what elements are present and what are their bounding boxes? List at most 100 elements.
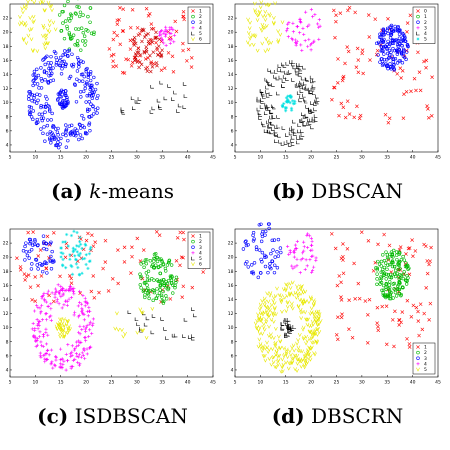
data-point bbox=[38, 248, 43, 252]
data-point bbox=[406, 276, 410, 280]
data-point bbox=[279, 250, 283, 255]
data-point bbox=[385, 64, 390, 69]
data-point bbox=[48, 107, 52, 112]
legend-box bbox=[187, 6, 211, 44]
data-point bbox=[88, 6, 93, 10]
data-point bbox=[56, 92, 61, 96]
data-point bbox=[250, 263, 254, 267]
data-point bbox=[301, 301, 306, 306]
data-point bbox=[89, 245, 93, 250]
data-point bbox=[84, 300, 88, 304]
data-point bbox=[285, 305, 290, 310]
data-point bbox=[40, 263, 44, 268]
data-point bbox=[278, 75, 283, 80]
data-point bbox=[291, 78, 295, 82]
data-point bbox=[418, 302, 423, 307]
data-point bbox=[282, 64, 287, 68]
y-tick-label: 20 bbox=[3, 30, 9, 36]
data-point bbox=[393, 28, 398, 33]
data-point bbox=[251, 239, 256, 243]
data-point bbox=[260, 28, 264, 33]
data-point bbox=[308, 346, 313, 351]
data-point bbox=[290, 142, 295, 146]
data-point bbox=[272, 307, 277, 312]
data-point bbox=[273, 343, 278, 348]
data-point bbox=[70, 353, 74, 357]
data-point bbox=[353, 10, 357, 15]
data-point bbox=[289, 127, 293, 132]
data-point bbox=[293, 354, 297, 359]
data-point bbox=[66, 326, 70, 331]
data-point bbox=[35, 49, 40, 54]
data-point bbox=[148, 259, 153, 263]
data-point bbox=[35, 339, 39, 343]
data-point bbox=[275, 346, 280, 351]
data-point bbox=[255, 48, 260, 53]
data-point bbox=[144, 261, 149, 266]
data-point bbox=[85, 352, 89, 356]
data-point bbox=[157, 291, 162, 295]
data-point bbox=[286, 317, 291, 322]
data-point bbox=[302, 245, 306, 249]
data-point bbox=[35, 323, 39, 327]
data-point bbox=[267, 305, 272, 310]
data-point bbox=[149, 38, 154, 42]
data-point bbox=[303, 354, 308, 359]
data-point bbox=[118, 42, 123, 47]
data-point bbox=[422, 59, 426, 64]
data-point bbox=[131, 38, 135, 42]
data-point bbox=[333, 246, 338, 251]
data-point bbox=[174, 258, 179, 263]
data-point bbox=[163, 327, 167, 331]
data-point bbox=[149, 26, 154, 31]
data-point bbox=[72, 348, 76, 352]
data-point bbox=[385, 253, 390, 257]
data-point bbox=[298, 63, 303, 67]
data-point bbox=[298, 18, 302, 22]
data-point bbox=[261, 14, 265, 19]
data-point bbox=[156, 53, 160, 57]
data-point bbox=[178, 263, 182, 268]
data-point bbox=[41, 335, 46, 339]
data-point bbox=[182, 105, 187, 109]
data-point bbox=[164, 269, 168, 273]
data-point bbox=[288, 101, 292, 105]
data-point bbox=[38, 354, 42, 358]
y-tick-label: 20 bbox=[3, 255, 9, 261]
data-point bbox=[406, 246, 411, 251]
y-tick-label: 20 bbox=[228, 255, 234, 261]
data-point bbox=[291, 21, 295, 25]
data-point bbox=[45, 318, 49, 322]
data-point bbox=[156, 279, 161, 284]
data-point bbox=[64, 128, 68, 133]
data-point bbox=[53, 287, 58, 291]
data-point bbox=[150, 264, 154, 269]
data-point bbox=[39, 66, 43, 70]
data-point bbox=[144, 45, 149, 49]
data-point bbox=[61, 293, 65, 297]
data-point bbox=[28, 110, 33, 115]
data-point bbox=[133, 58, 137, 63]
data-point bbox=[66, 343, 70, 347]
data-point bbox=[28, 91, 33, 96]
data-point bbox=[34, 75, 38, 80]
data-point bbox=[68, 352, 72, 356]
data-point bbox=[303, 289, 308, 294]
data-point bbox=[283, 70, 288, 75]
data-point bbox=[73, 247, 77, 252]
data-point bbox=[143, 322, 148, 327]
x-tick-label: 10 bbox=[33, 380, 39, 386]
data-point bbox=[271, 355, 276, 360]
data-point bbox=[311, 116, 316, 121]
data-point bbox=[201, 270, 206, 274]
data-point bbox=[164, 285, 168, 290]
legend-marker bbox=[191, 9, 195, 13]
data-point bbox=[285, 62, 290, 66]
data-point bbox=[56, 322, 61, 327]
data-point bbox=[276, 29, 280, 34]
data-point bbox=[152, 290, 157, 295]
data-point bbox=[377, 35, 382, 39]
legend-label: 6 bbox=[199, 262, 202, 268]
data-point bbox=[51, 124, 55, 128]
